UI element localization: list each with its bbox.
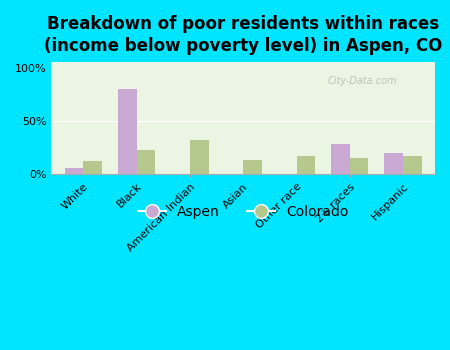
Bar — [331, 144, 350, 174]
Bar — [118, 89, 137, 174]
Bar — [403, 156, 422, 174]
Bar — [297, 156, 315, 174]
Legend: Aspen, Colorado: Aspen, Colorado — [132, 200, 354, 225]
Title: Breakdown of poor residents within races
(income below poverty level) in Aspen, : Breakdown of poor residents within races… — [44, 15, 442, 55]
Bar — [83, 161, 102, 174]
Bar — [350, 158, 369, 174]
Bar — [137, 150, 155, 174]
Bar — [243, 160, 262, 174]
Bar — [384, 153, 403, 174]
Bar — [190, 140, 209, 174]
Bar — [65, 168, 83, 174]
Text: City-Data.com: City-Data.com — [328, 76, 397, 86]
